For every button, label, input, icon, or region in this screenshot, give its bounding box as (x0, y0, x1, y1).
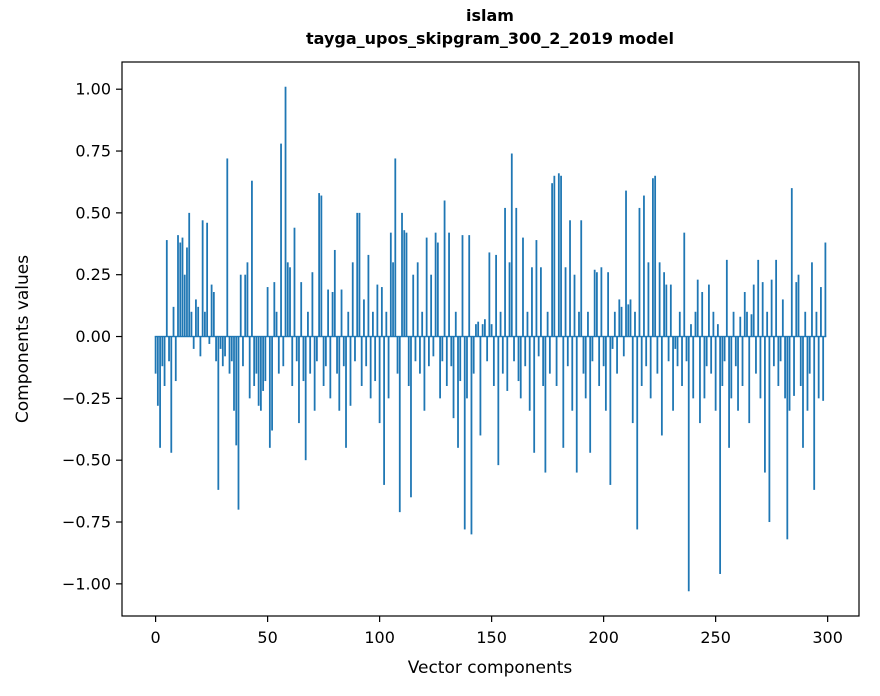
plot-border (121, 61, 860, 617)
chart-title-line2: tayga_upos_skipgram_300_2_2019 model (306, 29, 674, 48)
x-tick-label: 150 (476, 628, 507, 647)
y-tick-label: 0.75 (75, 142, 111, 161)
axis-ticks: 0 50 100 150 200 250 300 −1.00 −0.75 −0.50 −0.25 0.… (62, 80, 843, 647)
y-tick-label: −0.75 (62, 513, 111, 532)
x-tick-label: 200 (588, 628, 619, 647)
x-tick-label: 300 (812, 628, 843, 647)
y-tick-label: −0.25 (62, 389, 111, 408)
y-tick-label: −1.00 (62, 574, 111, 593)
x-tick-label: 250 (700, 628, 731, 647)
x-tick-label: 0 (151, 628, 161, 647)
y-tick-label: 0.00 (75, 327, 111, 346)
y-tick-label: 1.00 (75, 80, 111, 99)
x-axis-label: Vector components (408, 658, 573, 678)
x-tick-label: 50 (257, 628, 277, 647)
y-tick-label: 0.25 (75, 265, 111, 284)
y-tick-label: 0.50 (75, 203, 111, 222)
y-axis-label: Components values (13, 255, 33, 423)
x-tick-label: 100 (364, 628, 395, 647)
bar-series (154, 86, 827, 592)
y-tick-label: −0.50 (62, 451, 111, 470)
chart-title-line1: islam (466, 6, 514, 25)
